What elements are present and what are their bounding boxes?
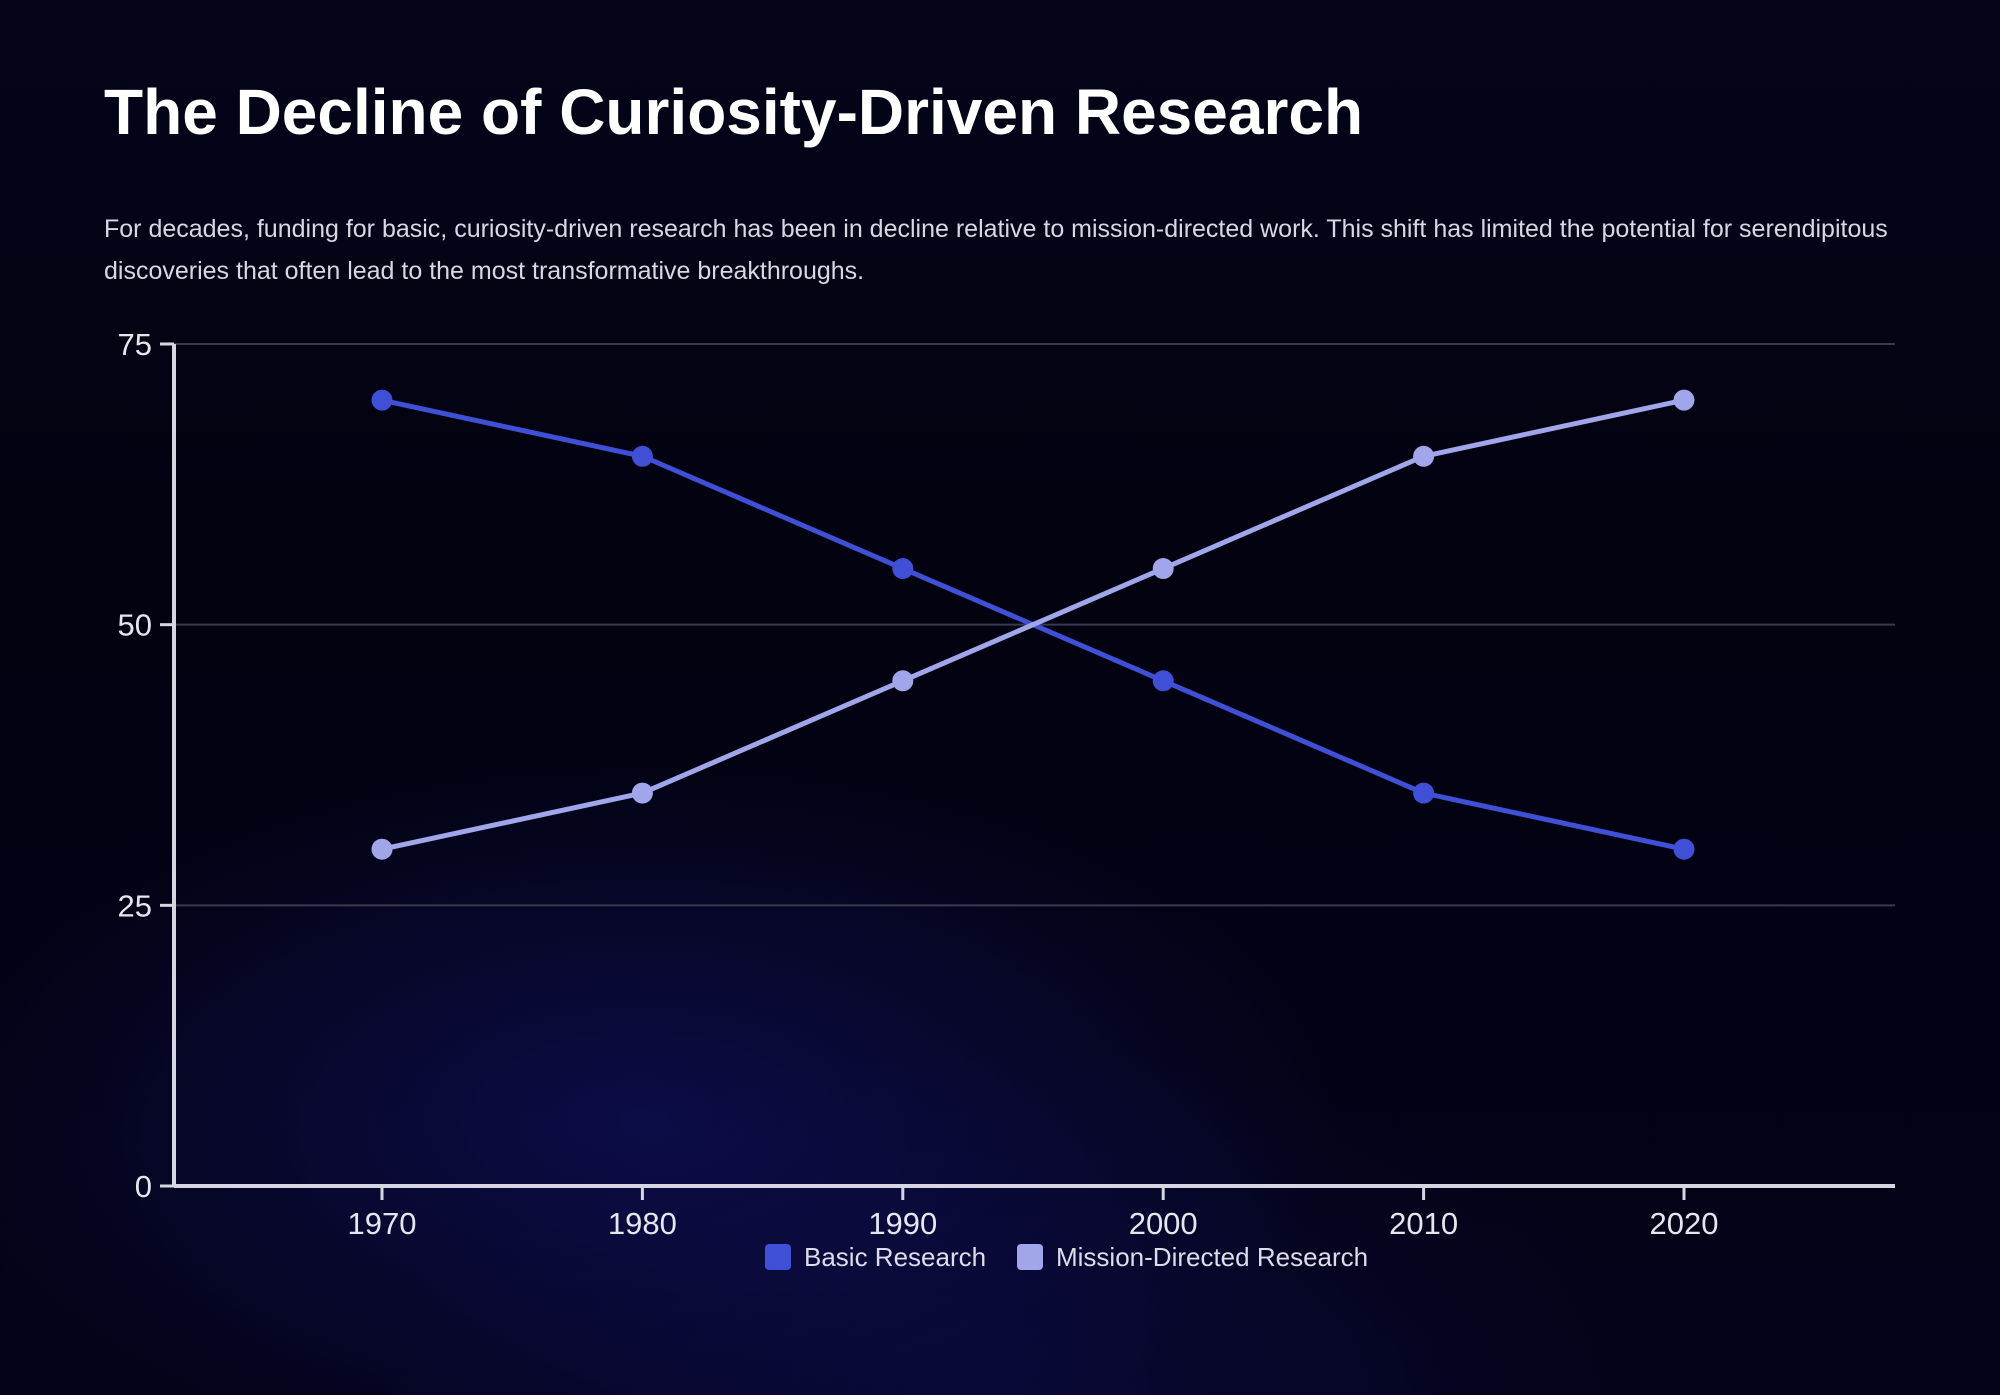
- x-tick-label: 2010: [1389, 1206, 1458, 1241]
- legend-swatch-basic-research[interactable]: [765, 1244, 791, 1270]
- x-tick-label: 2020: [1650, 1206, 1719, 1241]
- data-point: [631, 782, 653, 804]
- y-tick-label: 50: [118, 608, 152, 643]
- data-point: [892, 670, 914, 692]
- legend-label-mission-directed-research[interactable]: Mission-Directed Research: [1056, 1242, 1368, 1272]
- tick-labels: 0 25 50 75 1970 1980 1990 2000 2010 2020: [118, 327, 1719, 1241]
- data-point: [1413, 782, 1435, 804]
- data-point: [892, 558, 914, 580]
- y-tick-label: 75: [118, 327, 152, 362]
- x-tick-label: 1990: [868, 1206, 937, 1241]
- x-tick-label: 1980: [608, 1206, 677, 1241]
- chart-title: The Decline of Curiosity-Driven Research: [104, 76, 1364, 148]
- series-line-mission-directed-research: [379, 397, 1687, 852]
- y-tick-label: 0: [135, 1169, 152, 1204]
- data-point: [371, 389, 393, 411]
- data-point: [1673, 389, 1695, 411]
- chart-subtitle: For decades, funding for basic, curiosit…: [104, 215, 1888, 285]
- data-point: [1413, 445, 1435, 467]
- y-tick-label: 25: [118, 888, 152, 923]
- series-lines: [379, 397, 1687, 852]
- x-tick-label: 2000: [1129, 1206, 1198, 1241]
- data-point: [1152, 558, 1174, 580]
- legend-label-basic-research[interactable]: Basic Research: [804, 1242, 986, 1272]
- data-point: [371, 838, 393, 860]
- data-point: [1673, 838, 1695, 860]
- data-point: [631, 445, 653, 467]
- legend[interactable]: Basic Research Mission-Directed Research: [765, 1242, 1368, 1272]
- data-point: [1152, 670, 1174, 692]
- axes: [160, 342, 1895, 1200]
- data-points: [371, 389, 1695, 860]
- x-tick-label: 1970: [348, 1206, 417, 1241]
- legend-swatch-mission-directed-research[interactable]: [1017, 1244, 1043, 1270]
